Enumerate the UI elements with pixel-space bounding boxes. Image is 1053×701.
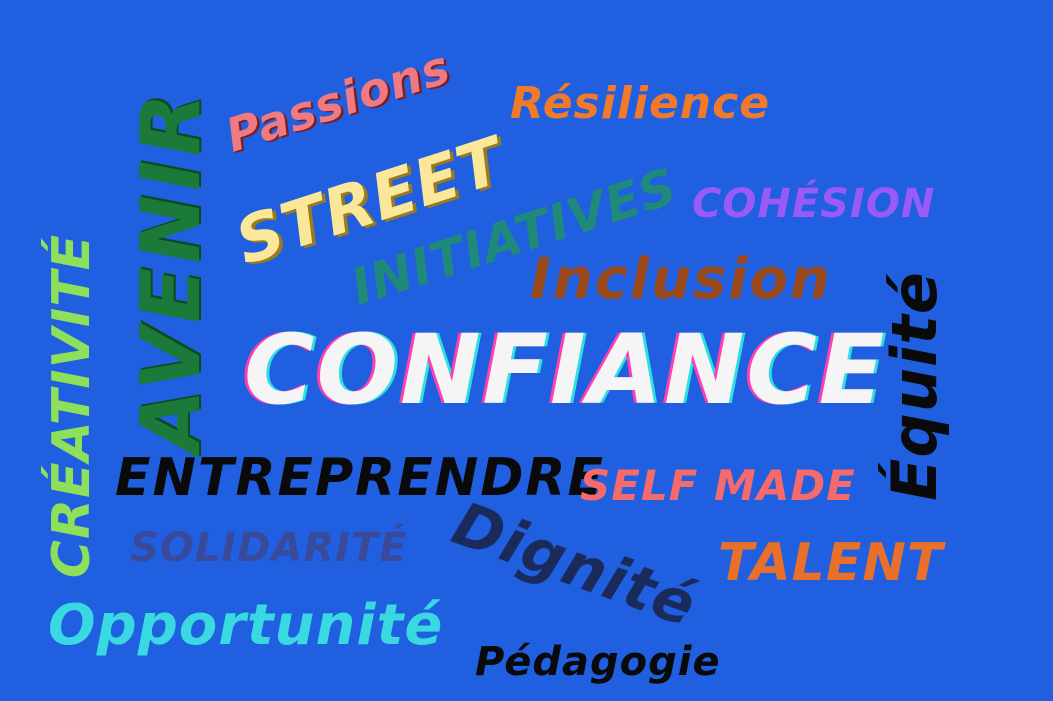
- word-avenir: AVENIR: [123, 89, 219, 453]
- word-entreprendre: ENTREPRENDRE: [115, 448, 605, 508]
- word-opportunite: Opportunité: [48, 593, 444, 658]
- word-equite: Équité: [877, 271, 951, 501]
- word-creativite: CRÉATIVITÉ: [42, 233, 103, 579]
- word-solidarite: SOLIDARITÉ: [130, 525, 408, 571]
- word-passions: Passions: [219, 39, 457, 163]
- word-self-made: SELF MADE: [580, 461, 856, 510]
- word-resilience: Résilience: [510, 78, 771, 129]
- word-dignite: Dignité: [443, 488, 706, 642]
- word-inclusion: Inclusion: [530, 247, 832, 312]
- word-confiance: CONFIANCE: [244, 314, 887, 426]
- word-pedagogie: Pédagogie: [475, 639, 721, 685]
- word-talent: TALENT: [718, 533, 944, 593]
- word-cohesion: COHÉSION: [692, 181, 936, 227]
